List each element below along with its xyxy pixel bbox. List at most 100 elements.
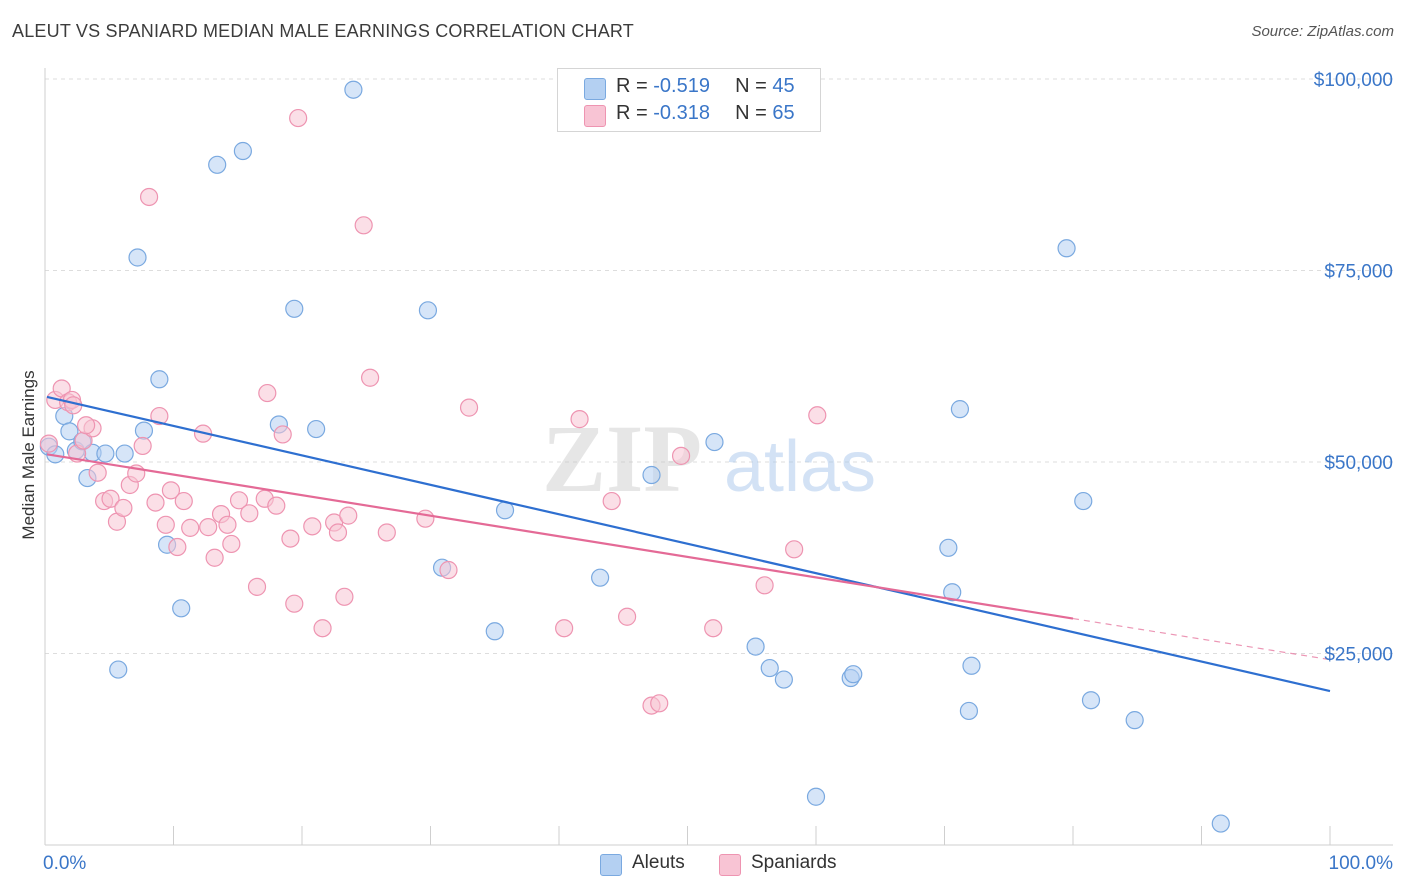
y-tick-label: $100,000	[1314, 70, 1393, 91]
spaniard-point	[281, 529, 300, 548]
aleut-point	[746, 637, 765, 656]
spaniard-point	[101, 489, 120, 508]
spaniards-swatch	[584, 105, 606, 127]
aleut-point	[950, 400, 970, 419]
aleut-point	[939, 538, 958, 557]
spaniard-point	[258, 383, 277, 403]
spaniard-point	[39, 434, 58, 453]
spaniard-point	[289, 108, 308, 128]
aleut-point	[1074, 491, 1093, 511]
aleuts-legend-label: Aleuts	[632, 852, 685, 873]
aleuts-trend-line	[46, 395, 1331, 693]
axes	[44, 68, 1393, 846]
aleut-point	[1125, 711, 1144, 730]
aleut-point	[959, 701, 979, 721]
aleut-point	[134, 421, 154, 440]
aleut-point	[1081, 691, 1101, 710]
x-tick-label: 0.0%	[43, 853, 86, 874]
aleut-point	[774, 670, 793, 689]
aleuts-r-value: -0.519	[653, 75, 710, 97]
y-tick-label: $25,000	[1324, 645, 1393, 666]
spaniard-point	[704, 619, 723, 638]
spaniard-point	[150, 406, 169, 426]
aleut-point	[96, 444, 115, 463]
spaniard-point	[222, 534, 241, 554]
aleut-point	[962, 656, 981, 675]
spaniard-point	[328, 523, 348, 542]
aleut-point	[128, 248, 147, 267]
spaniard-point	[439, 560, 458, 580]
chart-title: ALEUT VS SPANIARD MEDIAN MALE EARNINGS C…	[12, 21, 634, 41]
aleut-point	[806, 787, 826, 806]
y-tick-label: $50,000	[1324, 453, 1393, 474]
spaniard-point	[267, 496, 286, 515]
aleut-point	[172, 599, 191, 618]
spaniard-point	[313, 619, 332, 638]
spaniard-point	[785, 540, 804, 559]
chart-source: Source: ZipAtlas.com	[1251, 23, 1394, 40]
aleut-point	[591, 568, 610, 587]
aleut-point	[760, 658, 779, 678]
spaniard-point	[339, 506, 358, 525]
aleuts-legend-swatch	[600, 854, 622, 876]
aleut-point	[150, 370, 169, 389]
watermark-atlas: atlas	[724, 427, 876, 507]
spaniard-point	[181, 518, 200, 537]
spaniard-point	[199, 518, 218, 537]
aleut-point	[109, 660, 128, 679]
spaniard-point	[88, 463, 107, 482]
aleut-point	[208, 155, 227, 174]
aleuts-n-value: 45	[772, 75, 795, 97]
spaniard-point	[755, 576, 774, 595]
aleut-point	[844, 665, 863, 684]
tick-labels: $25,000 $50,000 $75,000 $100,000 0.0% 100.0%	[43, 70, 1393, 874]
spaniard-point	[247, 577, 267, 596]
spaniard-point	[174, 491, 193, 511]
aleuts-n-label: N =	[735, 75, 767, 97]
spaniard-point	[133, 436, 152, 456]
aleut-point	[1211, 814, 1230, 833]
aleut-point	[1057, 239, 1076, 258]
spaniard-point	[570, 410, 589, 429]
spaniard-point	[273, 425, 292, 444]
aleut-point	[943, 583, 962, 602]
aleut-point	[115, 444, 134, 463]
aleut-point	[705, 432, 724, 452]
aleut-point	[60, 422, 79, 441]
spaniard-point	[161, 481, 181, 500]
spaniard-point	[555, 619, 574, 638]
spaniard-point	[303, 517, 322, 536]
spaniard-point	[114, 498, 133, 518]
spaniard-point	[671, 446, 691, 465]
spaniards-n-label: N =	[735, 102, 767, 124]
spaniard-point	[459, 398, 479, 417]
aleuts-swatch	[584, 78, 606, 100]
spaniard-point	[361, 368, 380, 387]
spaniard-point	[416, 509, 435, 528]
spaniards-r-value: -0.318	[653, 102, 710, 124]
spaniards-trend-line	[46, 453, 1074, 620]
aleut-point	[418, 301, 438, 320]
spaniard-point	[650, 694, 669, 713]
aleut-point	[485, 622, 504, 641]
spaniards-r-label: R =	[616, 102, 648, 124]
spaniard-point	[808, 406, 827, 425]
spaniard-point	[285, 594, 304, 613]
spaniard-point	[229, 491, 249, 510]
y-tick-label: $75,000	[1324, 262, 1393, 283]
aleut-point	[307, 419, 326, 439]
aleut-point	[344, 80, 363, 99]
spaniard-point	[602, 491, 621, 511]
spaniard-point	[354, 216, 373, 235]
spaniard-point	[205, 548, 224, 567]
spaniard-point	[240, 504, 259, 523]
spaniards-legend-label: Spaniards	[751, 852, 837, 873]
spaniard-point	[218, 515, 237, 534]
spaniard-point	[335, 587, 354, 606]
spaniard-point	[156, 515, 175, 534]
aleut-point	[285, 299, 304, 318]
spaniards-points	[39, 108, 827, 715]
spaniard-point	[377, 523, 396, 542]
spaniard-point	[618, 607, 637, 626]
